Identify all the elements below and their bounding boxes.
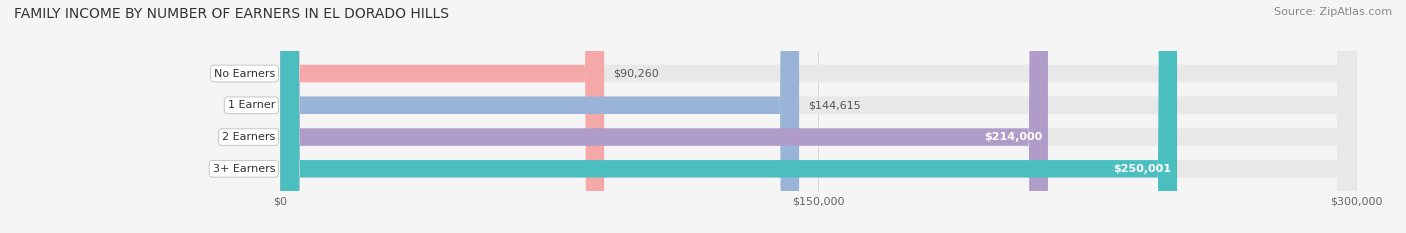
Text: $144,615: $144,615 bbox=[807, 100, 860, 110]
Text: $250,001: $250,001 bbox=[1114, 164, 1171, 174]
Text: No Earners: No Earners bbox=[214, 69, 276, 79]
FancyBboxPatch shape bbox=[280, 0, 1357, 233]
Text: 3+ Earners: 3+ Earners bbox=[212, 164, 276, 174]
FancyBboxPatch shape bbox=[280, 0, 799, 233]
Text: FAMILY INCOME BY NUMBER OF EARNERS IN EL DORADO HILLS: FAMILY INCOME BY NUMBER OF EARNERS IN EL… bbox=[14, 7, 449, 21]
FancyBboxPatch shape bbox=[280, 0, 1047, 233]
FancyBboxPatch shape bbox=[280, 0, 1357, 233]
Text: 2 Earners: 2 Earners bbox=[222, 132, 276, 142]
Text: $214,000: $214,000 bbox=[984, 132, 1043, 142]
Text: $90,260: $90,260 bbox=[613, 69, 658, 79]
FancyBboxPatch shape bbox=[280, 0, 1177, 233]
Text: 1 Earner: 1 Earner bbox=[228, 100, 276, 110]
FancyBboxPatch shape bbox=[280, 0, 605, 233]
Text: Source: ZipAtlas.com: Source: ZipAtlas.com bbox=[1274, 7, 1392, 17]
FancyBboxPatch shape bbox=[280, 0, 1357, 233]
FancyBboxPatch shape bbox=[280, 0, 1357, 233]
